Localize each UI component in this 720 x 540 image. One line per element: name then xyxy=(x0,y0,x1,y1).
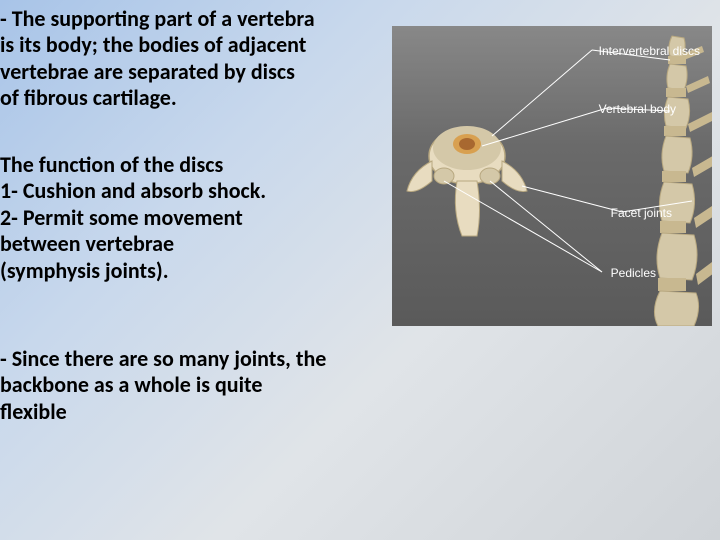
paragraph-1: - The supporting part of a vertebra is i… xyxy=(0,6,315,112)
vertebra-diagram: Intervertebral discs Vertebral body Face… xyxy=(392,26,712,326)
para2-title: The function of the discs xyxy=(0,152,266,178)
para2-line4: (symphysis joints). xyxy=(0,258,266,284)
para2-line3: between vertebrae xyxy=(0,231,266,257)
spine-illustration xyxy=(392,26,712,326)
para2-line1: 1- Cushion and absorb shock. xyxy=(0,178,266,204)
para3-text: - Since there are so many joints, the ba… xyxy=(0,345,326,425)
lateral-spine xyxy=(654,36,712,326)
vertebra-detail xyxy=(407,126,527,236)
paragraph-2: The function of the discs 1- Cushion and… xyxy=(0,152,266,284)
label-vertebral-body: Vertebral body xyxy=(599,102,676,116)
label-pedicles: Pedicles xyxy=(611,266,656,280)
para1-line1: - The supporting part of a vertebra is i… xyxy=(0,5,315,111)
label-intervertebral-discs: Intervertebral discs xyxy=(599,44,700,58)
label-facet-joints: Facet joints xyxy=(611,206,672,220)
paragraph-3: - Since there are so many joints, the ba… xyxy=(0,346,326,425)
para2-line2: 2- Permit some movement xyxy=(0,205,266,231)
